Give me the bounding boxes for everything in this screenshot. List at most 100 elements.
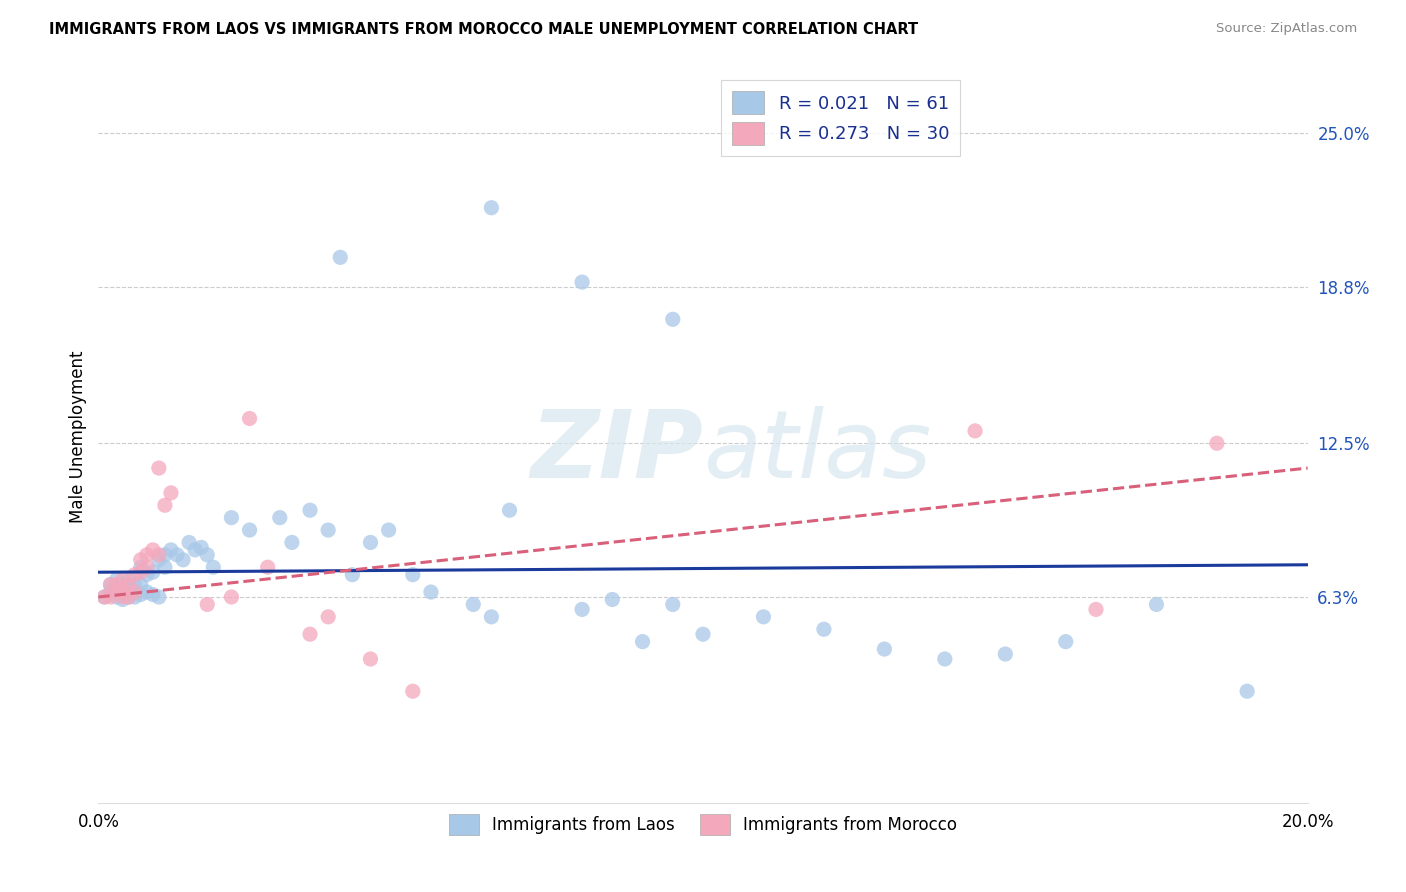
Point	[142, 565, 165, 579]
Point	[239, 523, 262, 537]
Point	[661, 312, 683, 326]
Point	[1206, 436, 1229, 450]
Point	[256, 560, 278, 574]
Point	[342, 567, 364, 582]
Point	[129, 560, 152, 574]
Point	[124, 577, 146, 591]
Point	[1054, 634, 1077, 648]
Point	[148, 461, 170, 475]
Point	[873, 642, 896, 657]
Point	[111, 577, 134, 591]
Point	[195, 548, 218, 562]
Point	[105, 590, 128, 604]
Point	[360, 652, 382, 666]
Point	[316, 523, 339, 537]
Point	[148, 553, 170, 567]
Point	[93, 590, 115, 604]
Point	[111, 585, 134, 599]
Point	[299, 503, 322, 517]
Point	[179, 535, 201, 549]
Point	[111, 573, 134, 587]
Point	[571, 602, 593, 616]
Point	[631, 634, 654, 648]
Point	[124, 585, 146, 599]
Point	[813, 622, 835, 636]
Point	[571, 275, 593, 289]
Point	[100, 590, 122, 604]
Point	[153, 560, 176, 574]
Point	[1144, 598, 1167, 612]
Text: atlas: atlas	[703, 406, 931, 497]
Point	[190, 541, 212, 555]
Y-axis label: Male Unemployment: Male Unemployment	[69, 351, 87, 524]
Point	[118, 582, 141, 597]
Point	[160, 486, 183, 500]
Point	[299, 627, 322, 641]
Point	[498, 503, 520, 517]
Point	[124, 567, 146, 582]
Point	[148, 548, 170, 562]
Point	[118, 590, 141, 604]
Point	[111, 585, 134, 599]
Point	[281, 535, 304, 549]
Point	[316, 610, 339, 624]
Text: ZIP: ZIP	[530, 406, 703, 498]
Point	[118, 577, 141, 591]
Point	[166, 548, 188, 562]
Point	[184, 542, 207, 557]
Point	[129, 553, 152, 567]
Point	[195, 598, 218, 612]
Point	[1236, 684, 1258, 698]
Point	[135, 585, 157, 599]
Point	[135, 567, 157, 582]
Point	[100, 577, 122, 591]
Point	[692, 627, 714, 641]
Text: IMMIGRANTS FROM LAOS VS IMMIGRANTS FROM MOROCCO MALE UNEMPLOYMENT CORRELATION CH: IMMIGRANTS FROM LAOS VS IMMIGRANTS FROM …	[49, 22, 918, 37]
Point	[93, 590, 115, 604]
Point	[934, 652, 956, 666]
Point	[142, 588, 165, 602]
Point	[135, 548, 157, 562]
Point	[463, 598, 485, 612]
Point	[105, 585, 128, 599]
Point	[221, 510, 243, 524]
Point	[420, 585, 443, 599]
Point	[100, 585, 122, 599]
Point	[111, 592, 134, 607]
Point	[111, 590, 134, 604]
Point	[124, 585, 146, 599]
Point	[965, 424, 987, 438]
Point	[105, 573, 128, 587]
Point	[329, 250, 352, 264]
Point	[402, 567, 425, 582]
Point	[360, 535, 382, 549]
Point	[402, 684, 425, 698]
Point	[105, 577, 128, 591]
Point	[148, 590, 170, 604]
Point	[481, 610, 503, 624]
Point	[153, 498, 176, 512]
Point	[661, 598, 683, 612]
Point	[1085, 602, 1108, 616]
Legend: Immigrants from Laos, Immigrants from Morocco: Immigrants from Laos, Immigrants from Mo…	[441, 807, 965, 842]
Point	[269, 510, 291, 524]
Point	[129, 577, 152, 591]
Point	[100, 577, 122, 591]
Text: Source: ZipAtlas.com: Source: ZipAtlas.com	[1216, 22, 1357, 36]
Point	[129, 565, 152, 579]
Point	[142, 542, 165, 557]
Point	[221, 590, 243, 604]
Point	[129, 588, 152, 602]
Point	[153, 548, 176, 562]
Point	[752, 610, 775, 624]
Point	[481, 201, 503, 215]
Point	[135, 560, 157, 574]
Point	[118, 590, 141, 604]
Point	[105, 585, 128, 599]
Point	[377, 523, 399, 537]
Point	[160, 542, 183, 557]
Point	[124, 590, 146, 604]
Point	[202, 560, 225, 574]
Point	[602, 592, 624, 607]
Point	[994, 647, 1017, 661]
